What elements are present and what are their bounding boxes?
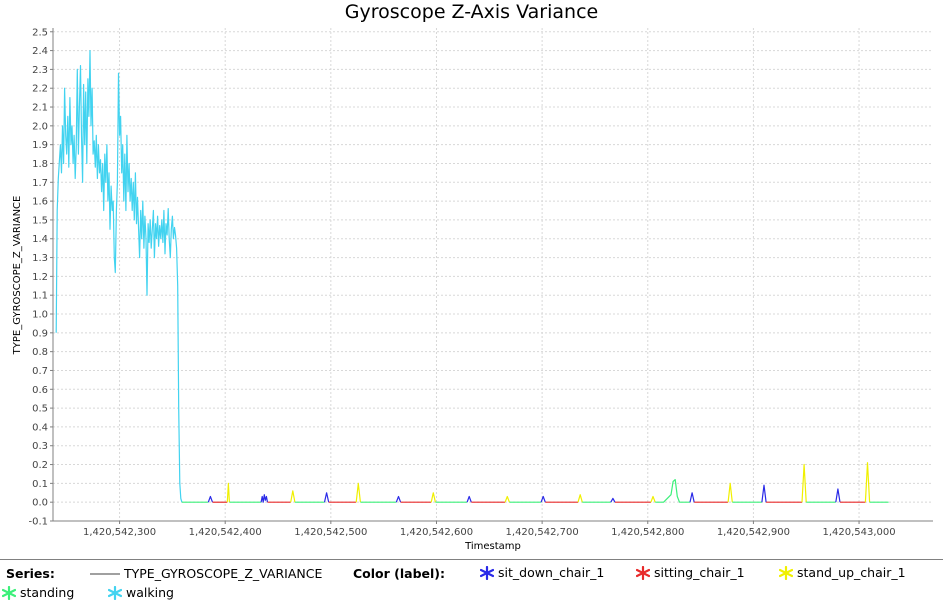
series-segment-stand-up-chair-1 [727, 482, 733, 503]
y-tick-label: 0.0 [32, 498, 48, 509]
grid-lines [53, 28, 933, 522]
line-swatch-icon [90, 572, 120, 575]
y-tick-label: 0.4 [32, 422, 48, 433]
series-segment-sit-down-chair-1 [395, 495, 402, 503]
y-tick-label: 0.2 [32, 460, 48, 471]
series-segment-stand-up-chair-1 [504, 495, 510, 503]
x-tick-label: 1,420,542,700 [506, 527, 579, 538]
series-segment-standing [655, 479, 690, 503]
legend-color-heading: Color (label): [353, 566, 446, 581]
y-tick-label: 0.7 [32, 366, 48, 377]
legend-item-sitting-chair-1: sitting_chair_1 [636, 565, 745, 580]
asterisk-marker-icon [779, 565, 793, 580]
x-tick-label: 1,420,542,500 [294, 527, 367, 538]
legend-label: sitting_chair_1 [654, 565, 745, 580]
y-tick-label: 1.2 [32, 272, 48, 283]
legend-label: standing [20, 585, 75, 600]
series-segment-sit-down-chair-1 [761, 484, 767, 503]
y-tick-label: 0.6 [32, 385, 48, 396]
series-segment-stand-up-chair-1 [650, 495, 656, 503]
legend-item-standing: standing [2, 585, 74, 600]
x-tick-label: 1,420,542,300 [83, 527, 156, 538]
asterisk-marker-icon [2, 585, 16, 600]
series-segment-sit-down-chair-1 [610, 497, 616, 503]
x-tick-label: 1,420,542,400 [189, 527, 262, 538]
asterisk-stroke [636, 568, 650, 577]
asterisk-marker-icon [108, 585, 122, 600]
y-tick-label: -0.1 [28, 517, 48, 528]
series-segment-sit-down-chair-1 [540, 495, 546, 503]
legend: Series: TYPE_GYROSCOPE_Z_VARIANCE Color … [0, 559, 943, 608]
y-tick-label: 1.4 [32, 234, 48, 245]
y-tick-label: 0.3 [32, 441, 48, 452]
y-tick-label: 0.5 [32, 404, 48, 415]
legend-label: walking [126, 585, 174, 600]
y-tick-label: 1.1 [32, 291, 48, 302]
y-tick-label: 1.5 [32, 215, 48, 226]
axes [52, 28, 933, 522]
asterisk-marker-icon [480, 565, 494, 580]
series-segment-sit-down-chair-1 [323, 492, 330, 503]
series-segment-sit-down-chair-1 [260, 494, 269, 503]
asterisk-stroke [480, 568, 494, 577]
y-tick-label: 0.1 [32, 479, 48, 490]
legend-item-stand-up-chair-1: stand_up_chair_1 [779, 565, 906, 580]
tick-labels: -0.1 0.0 0.1 0.2 0.3 0.4 0.5 0.6 0.7 0.8 0.9 1.0 1.1… [28, 27, 895, 538]
x-tick-label: 1,420,542,600 [400, 527, 473, 538]
legend-series-item: TYPE_GYROSCOPE_Z_VARIANCE [90, 566, 322, 581]
y-tick-label: 1.7 [32, 178, 48, 189]
x-tick-label: 1,420,542,900 [717, 527, 790, 538]
asterisk-stroke [2, 588, 16, 597]
legend-label: sit_down_chair_1 [498, 565, 605, 580]
y-axis-label: TYPE_GYROSCOPE_Z_VARIANCE [12, 196, 23, 356]
legend-series-heading: Series: [6, 566, 55, 581]
y-tick-label: 2.4 [32, 46, 48, 57]
series-segment-sit-down-chair-1 [689, 492, 695, 503]
y-tick-label: 1.0 [32, 310, 48, 321]
series-segment-walking [55, 49, 183, 503]
y-tick-label: 0.9 [32, 328, 48, 339]
legend-item-walking: walking [108, 585, 174, 600]
chart-plot: -0.1 0.0 0.1 0.2 0.3 0.4 0.5 0.6 0.7 0.8 0.9 1.0 1.1… [12, 27, 933, 552]
asterisk-marker-icon [636, 565, 650, 580]
y-tick-label: 2.3 [32, 65, 48, 76]
series-lines [55, 49, 889, 503]
y-tick-label: 1.9 [32, 140, 48, 151]
series-segment-sit-down-chair-1 [207, 495, 214, 503]
series-segment-stand-up-chair-1 [355, 482, 361, 503]
series-segment-stand-up-chair-1 [226, 482, 230, 503]
asterisk-stroke [779, 568, 793, 577]
legend-series-label: TYPE_GYROSCOPE_Z_VARIANCE [124, 566, 323, 581]
y-tick-label: 1.8 [32, 159, 48, 170]
series-segment-stand-up-chair-1 [430, 492, 436, 503]
x-tick-label: 1,420,543,000 [822, 527, 895, 538]
y-tick-label: 0.8 [32, 347, 48, 358]
x-tick-label: 1,420,542,800 [611, 527, 684, 538]
y-tick-label: 2.0 [32, 121, 48, 132]
series-segment-sit-down-chair-1 [835, 488, 841, 503]
x-axis-label: Timestamp [464, 541, 521, 552]
asterisk-stroke [108, 588, 122, 597]
y-tick-label: 1.6 [32, 197, 48, 208]
series-segment-stand-up-chair-1 [801, 463, 807, 503]
y-tick-label: 2.1 [32, 103, 48, 114]
chart-title: Gyroscope Z-Axis Variance [344, 1, 599, 23]
legend-label: stand_up_chair_1 [797, 565, 906, 580]
series-segment-sit-down-chair-1 [466, 495, 472, 503]
series-segment-stand-up-chair-1 [864, 462, 871, 503]
legend-item-sit-down-chair-1: sit_down_chair_1 [480, 565, 604, 580]
y-tick-label: 1.3 [32, 253, 48, 264]
y-tick-label: 2.5 [32, 27, 48, 38]
series-segment-stand-up-chair-1 [577, 494, 583, 503]
series-segment-stand-up-chair-1 [290, 490, 296, 503]
y-tick-label: 2.2 [32, 84, 48, 95]
